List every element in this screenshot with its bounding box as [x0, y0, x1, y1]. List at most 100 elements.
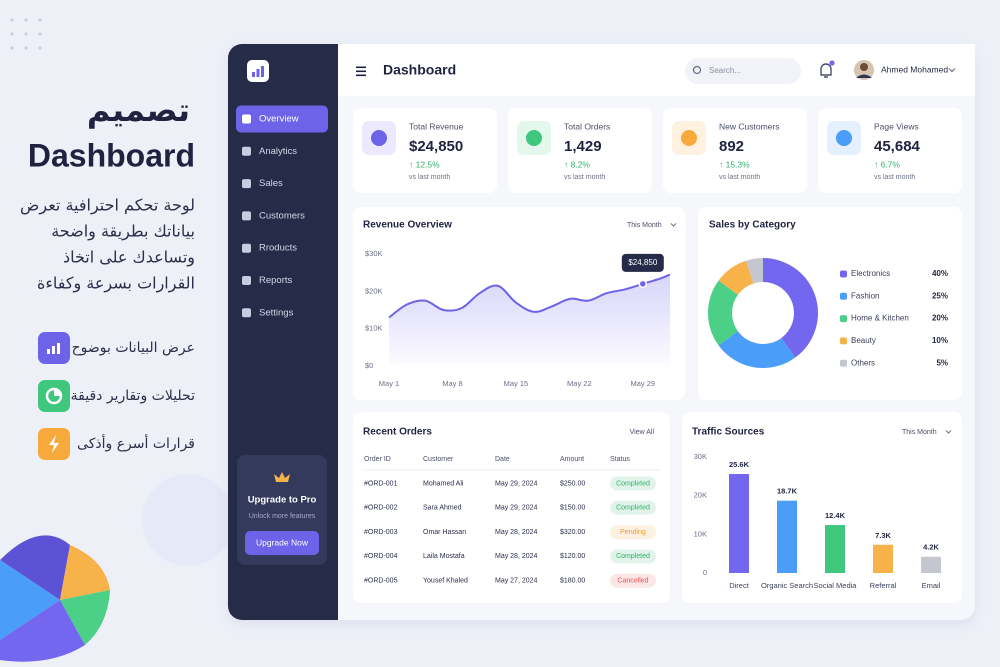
legend-value: 20%: [932, 314, 948, 323]
kpi-note: vs last month: [564, 174, 605, 181]
nav-item[interactable]: Reports: [259, 275, 293, 286]
tooltip: [621, 253, 664, 272]
period-select[interactable]: This Month: [627, 222, 662, 229]
bell-badge: [829, 60, 835, 66]
period-select[interactable]: This Month: [902, 429, 937, 436]
panel-title: Traffic Sources: [692, 427, 765, 438]
panel-title: Revenue Overview: [363, 220, 452, 231]
legend-label: Others: [851, 358, 875, 367]
x-tick-label: Email: [922, 581, 941, 590]
search-placeholder[interactable]: Search...: [709, 66, 741, 75]
table-header: Order ID: [364, 456, 391, 463]
kpi-label: Total Revenue: [409, 121, 464, 131]
view-all-link[interactable]: View All: [630, 429, 655, 436]
search-box[interactable]: [685, 58, 801, 84]
x-tick-label: May 29: [631, 379, 656, 388]
feature-glyph: [47, 349, 50, 354]
nav-item[interactable]: Rroducts: [259, 243, 297, 254]
upgrade-title: Upgrade to Pro: [248, 495, 317, 506]
x-tick-label: Referral: [870, 581, 897, 590]
table-cell: May 29, 2024: [495, 505, 538, 512]
nav-icon: [242, 114, 251, 124]
bar: [729, 474, 749, 573]
nav-item[interactable]: Customers: [259, 210, 305, 221]
status-pill: [610, 549, 656, 564]
menu-icon[interactable]: [356, 66, 366, 69]
y-tick-label: 20K: [694, 491, 707, 500]
status-pill: [610, 525, 656, 540]
legend-label: Fashion: [851, 291, 879, 300]
menu-icon[interactable]: [356, 70, 366, 73]
legend-label: Home & Kitchen: [851, 314, 909, 323]
table-cell: $120.00: [560, 553, 585, 560]
y-tick-label: $10K: [365, 324, 383, 333]
x-tick-label: May 15: [504, 379, 529, 388]
upgrade-button-label[interactable]: Upgrade Now: [256, 537, 309, 547]
x-tick-label: May 8: [442, 379, 462, 388]
crown-icon: [274, 472, 290, 482]
x-tick-label: May 22: [567, 379, 592, 388]
table-cell: $250.00: [560, 480, 585, 487]
sales-panel: [698, 207, 962, 400]
table-cell: May 28, 2024: [495, 553, 538, 560]
table-cell: $150.00: [560, 505, 585, 512]
nav-item[interactable]: Overview: [259, 114, 299, 125]
kpi-icon: [371, 130, 387, 146]
y-tick-label: 30K: [694, 452, 707, 461]
kpi-label: Total Orders: [564, 121, 610, 131]
table-cell: Mohamed Ali: [423, 480, 464, 487]
table-cell: #ORD-001: [364, 480, 398, 487]
table-cell: May 28, 2024: [495, 529, 538, 536]
bell-icon[interactable]: [820, 63, 832, 78]
legend-swatch: [840, 270, 847, 278]
user-name[interactable]: Ahmed Mohamed: [881, 64, 948, 74]
table-cell: Yousef Khaled: [423, 578, 468, 585]
panel-title: Recent Orders: [363, 427, 432, 438]
y-tick-label: $20K: [365, 286, 383, 295]
legend-swatch: [840, 337, 847, 345]
legend-label: Electronics: [851, 269, 890, 278]
bar-value-label: 7.3K: [875, 531, 891, 540]
status-pill: [610, 476, 656, 491]
bar: [921, 556, 941, 573]
x-tick-label: Direct: [729, 581, 750, 590]
table-cell: #ORD-005: [364, 578, 398, 585]
kpi-note: vs last month: [719, 174, 760, 181]
kpi-change: ↑ 15.3%: [719, 159, 750, 169]
upgrade-button[interactable]: [245, 531, 319, 555]
donut-segment: [746, 258, 763, 284]
y-tick-label: 0: [703, 568, 707, 577]
revenue-area: [389, 274, 670, 366]
donut-segment: [718, 260, 754, 295]
kpi-icon: [836, 130, 852, 146]
feature-glyph: [54, 389, 61, 396]
kpi-icon: [526, 130, 542, 146]
legend-value: 5%: [936, 358, 948, 367]
legend-value: 40%: [932, 269, 948, 278]
table-header: Status: [610, 456, 630, 463]
nav-item[interactable]: Settings: [259, 307, 294, 318]
highlight-point: [638, 279, 648, 289]
nav-icon: [242, 308, 251, 318]
legend-swatch: [840, 292, 847, 300]
status-text: Completed: [616, 480, 650, 487]
table-cell: May 27, 2024: [495, 578, 538, 585]
legend-swatch: [840, 315, 847, 323]
period-chevron: [670, 223, 677, 227]
donut-segment: [708, 280, 738, 346]
status-pill: [610, 500, 656, 515]
nav-item[interactable]: Sales: [259, 178, 283, 189]
table-cell: #ORD-003: [364, 529, 398, 536]
bar: [825, 525, 845, 573]
legend-value: 25%: [932, 291, 948, 300]
nav-item[interactable]: Analytics: [259, 146, 297, 157]
menu-icon[interactable]: [356, 74, 366, 77]
donut-segment: [763, 258, 818, 358]
bar-value-label: 25.6K: [729, 460, 750, 469]
legend-label: Beauty: [851, 336, 876, 345]
donut-segment: [718, 331, 796, 368]
period-chevron: [945, 430, 952, 434]
kpi-change: ↑ 6.7%: [874, 159, 900, 169]
x-tick-label: May 1: [379, 379, 399, 388]
